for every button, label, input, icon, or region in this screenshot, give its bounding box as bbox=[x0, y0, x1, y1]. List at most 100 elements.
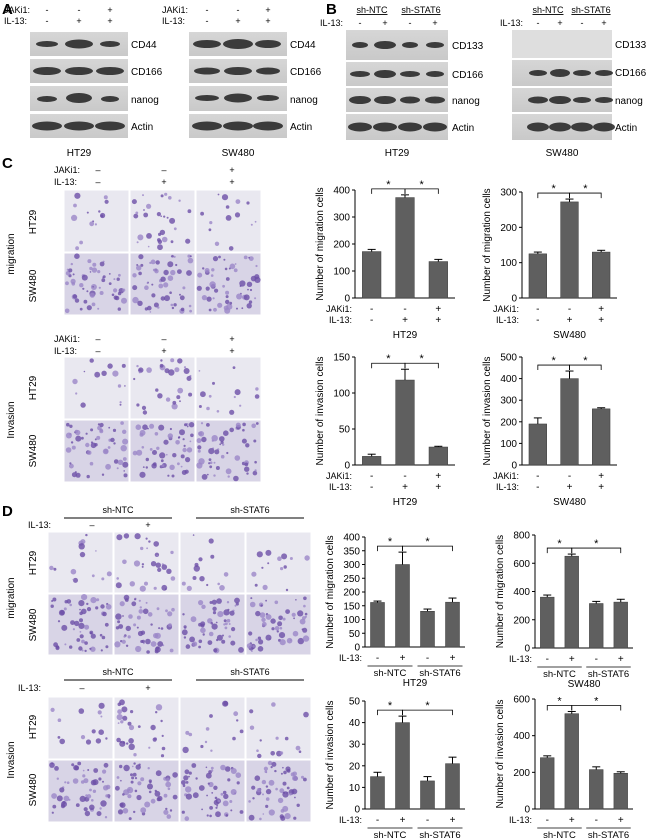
stained-cell bbox=[169, 217, 176, 224]
section-label: migration bbox=[6, 233, 17, 274]
sign: – bbox=[79, 683, 84, 693]
stained-cell bbox=[186, 585, 192, 592]
stained-cell bbox=[206, 296, 212, 302]
stained-cell bbox=[119, 699, 125, 706]
stained-cell bbox=[49, 565, 54, 571]
stained-cell bbox=[182, 784, 186, 787]
stained-cell bbox=[185, 793, 192, 800]
stained-cell bbox=[133, 753, 137, 757]
y-tick-label: 50 bbox=[339, 425, 351, 436]
stained-cell bbox=[57, 736, 61, 739]
group-label: sh-STAT6 bbox=[419, 668, 460, 679]
stained-cell bbox=[295, 745, 301, 751]
significance-star: * bbox=[420, 179, 425, 191]
micrograph-tile bbox=[195, 356, 262, 420]
stained-cell bbox=[205, 286, 210, 291]
stained-cell bbox=[235, 422, 241, 428]
stained-cell bbox=[167, 275, 174, 282]
stained-cell bbox=[230, 640, 236, 646]
stained-cell bbox=[210, 622, 214, 625]
stained-cell bbox=[204, 268, 210, 273]
group-label: sh-STAT6 bbox=[419, 830, 460, 839]
stained-cell bbox=[223, 430, 229, 437]
stained-cell bbox=[294, 796, 296, 799]
bar bbox=[560, 201, 579, 299]
y-tick-label: 200 bbox=[500, 417, 517, 428]
stained-cell bbox=[278, 615, 283, 621]
stained-cell bbox=[114, 295, 120, 301]
stained-cell bbox=[185, 781, 189, 784]
stained-cell bbox=[59, 738, 65, 745]
stained-cell bbox=[159, 229, 166, 236]
stained-cell bbox=[119, 764, 123, 769]
group-label: sh-NTC bbox=[543, 669, 576, 680]
stained-cell bbox=[94, 443, 98, 447]
stained-cell bbox=[172, 453, 177, 458]
stained-cell bbox=[155, 711, 158, 714]
stained-cell bbox=[171, 474, 175, 478]
stained-cell bbox=[90, 646, 96, 652]
stained-cell bbox=[164, 192, 168, 196]
stained-cell bbox=[217, 193, 220, 196]
stained-cell bbox=[275, 736, 279, 740]
stained-cell bbox=[123, 635, 126, 638]
stained-cell bbox=[120, 720, 124, 724]
stained-cell bbox=[65, 281, 69, 286]
stained-cell bbox=[72, 273, 75, 276]
stained-cell bbox=[242, 422, 246, 427]
stained-cell bbox=[116, 277, 120, 281]
stained-cell bbox=[229, 301, 233, 305]
stained-cell bbox=[79, 608, 81, 611]
stained-cell bbox=[173, 255, 176, 258]
stained-cell bbox=[160, 459, 164, 463]
y-tick-label: 500 bbox=[500, 353, 517, 364]
stained-cell bbox=[165, 609, 168, 613]
significance-bracket bbox=[569, 192, 602, 199]
y-tick-label: 300 bbox=[500, 188, 517, 199]
stained-cell bbox=[261, 566, 264, 569]
y-axis-label: Number of migration cells bbox=[482, 188, 493, 301]
stained-cell bbox=[137, 725, 141, 728]
bar bbox=[592, 251, 611, 299]
stained-cell bbox=[304, 612, 308, 616]
stained-cell bbox=[117, 809, 124, 815]
stained-cell bbox=[246, 303, 252, 309]
stained-cell bbox=[220, 792, 224, 796]
stained-cell bbox=[223, 701, 229, 706]
condition-sign: - bbox=[403, 471, 406, 482]
stained-cell bbox=[271, 627, 275, 631]
stained-cell bbox=[172, 772, 178, 778]
stained-cell bbox=[209, 461, 213, 465]
stained-cell bbox=[265, 599, 267, 602]
stained-cell bbox=[168, 623, 172, 628]
stained-cell bbox=[222, 790, 227, 795]
stained-cell bbox=[103, 448, 109, 454]
stained-cell bbox=[148, 540, 151, 543]
stained-cell bbox=[117, 620, 121, 624]
stained-cell bbox=[147, 245, 150, 248]
stained-cell bbox=[208, 538, 214, 544]
bar bbox=[362, 456, 382, 466]
stained-cell bbox=[146, 367, 152, 373]
y-axis-label: Number of migration cells bbox=[495, 535, 506, 648]
stained-cell bbox=[265, 634, 272, 641]
stained-cell bbox=[239, 729, 244, 734]
stained-cell bbox=[133, 623, 137, 627]
protein-label: CD44 bbox=[290, 40, 316, 51]
sign: – bbox=[161, 334, 166, 344]
stained-cell bbox=[57, 620, 61, 623]
sign: + bbox=[145, 683, 150, 693]
stained-cell bbox=[161, 236, 168, 243]
stained-cell bbox=[89, 266, 93, 271]
stained-cell bbox=[185, 786, 192, 793]
stained-cell bbox=[95, 550, 97, 552]
stained-cell bbox=[149, 261, 152, 264]
condition-sign: + bbox=[598, 315, 604, 326]
stained-cell bbox=[179, 400, 181, 403]
stained-cell bbox=[137, 781, 142, 786]
y-tick-label: 300 bbox=[343, 560, 360, 571]
stained-cell bbox=[53, 642, 58, 648]
stained-cell bbox=[133, 560, 141, 567]
stained-cell bbox=[188, 392, 193, 397]
stained-cell bbox=[198, 639, 203, 644]
